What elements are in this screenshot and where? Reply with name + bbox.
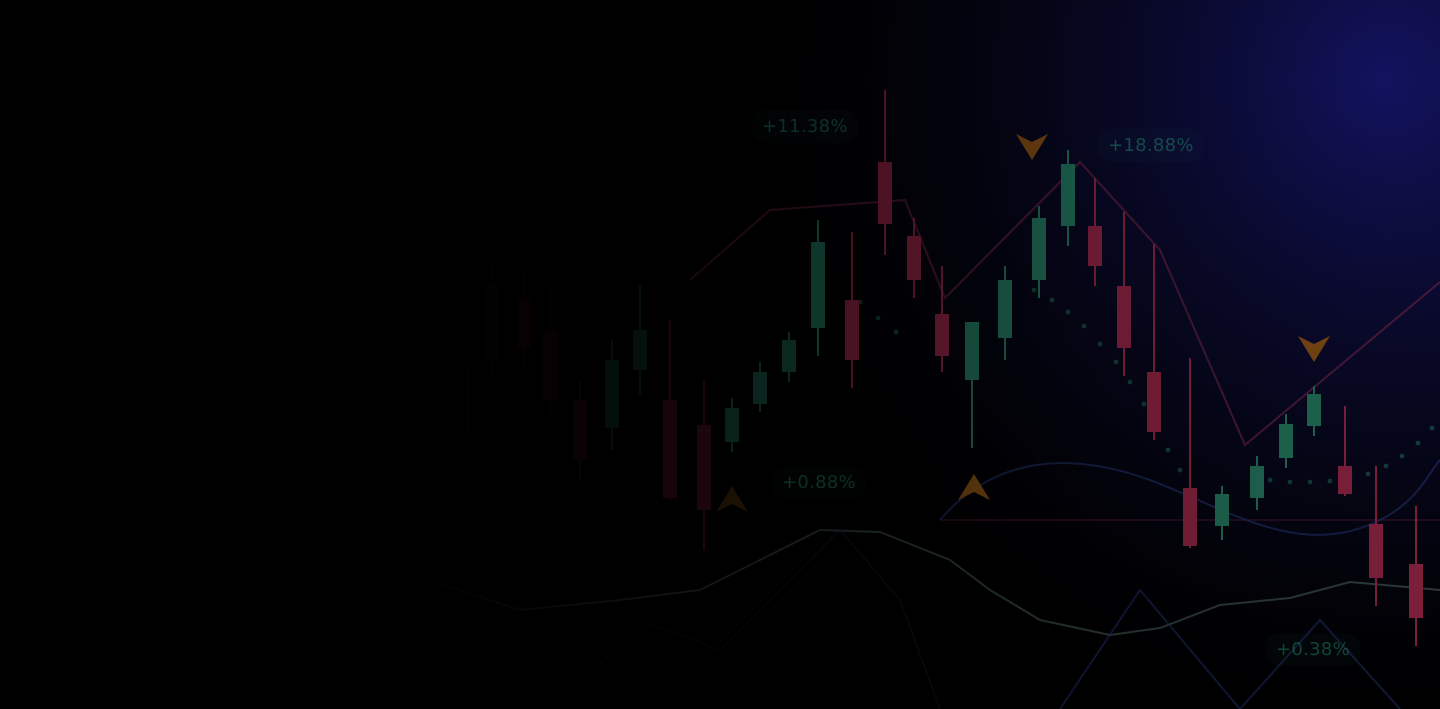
- change-label: +0.38%: [1266, 633, 1361, 666]
- change-label: +0.88%: [772, 466, 866, 499]
- change-label: +11.38%: [752, 110, 858, 143]
- change-label: +18.88%: [1098, 129, 1204, 162]
